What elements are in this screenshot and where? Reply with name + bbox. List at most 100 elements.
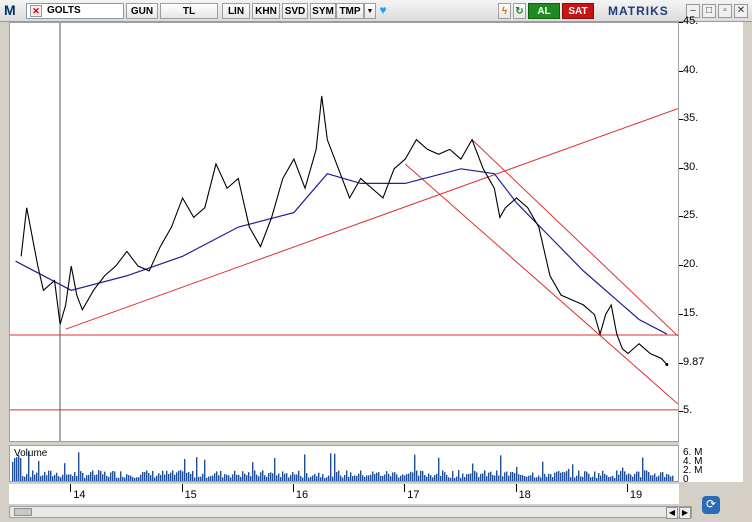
khn-button[interactable]: KHN xyxy=(252,3,280,19)
volume-bar xyxy=(396,474,398,481)
clear-symbol-icon[interactable]: ✕ xyxy=(30,5,42,17)
toolbar: M ✕ GOLTS GUN TL LIN KHN SVD SYM TMP ▼ ♥… xyxy=(0,0,752,22)
buy-button[interactable]: AL xyxy=(528,3,560,19)
daily-button[interactable]: GUN xyxy=(126,3,158,19)
volume-bar xyxy=(74,472,76,481)
volume-bar xyxy=(610,476,612,481)
date-axis: 14 15 16 17 18 19 xyxy=(9,484,679,504)
x-tick-label: 18 xyxy=(518,489,531,501)
volume-bar xyxy=(320,477,322,481)
restore-icon[interactable]: ▫ xyxy=(718,4,732,18)
symbol-text: GOLTS xyxy=(47,5,81,16)
minimize-icon[interactable]: – xyxy=(686,4,700,18)
volume-bar xyxy=(336,471,338,481)
volume-bar xyxy=(206,477,208,481)
volume-label: Volume xyxy=(14,448,48,459)
volume-bar xyxy=(576,475,578,481)
volume-bar xyxy=(662,472,664,481)
volume-bar xyxy=(126,474,128,481)
volume-bar xyxy=(606,475,608,481)
volume-bar xyxy=(498,475,500,481)
sym-button[interactable]: SYM xyxy=(310,3,336,19)
volume-bar xyxy=(22,476,24,481)
volume-bar xyxy=(228,475,230,481)
volume-bar xyxy=(638,471,640,481)
volume-bar xyxy=(648,471,650,481)
volume-bar xyxy=(224,474,226,481)
volume-bar xyxy=(214,473,216,481)
volume-bar xyxy=(64,463,66,481)
price-chart[interactable] xyxy=(9,22,679,442)
volume-bar xyxy=(590,477,592,481)
volume-bar xyxy=(412,472,414,481)
refresh-small-icon[interactable]: ↻ xyxy=(513,3,526,19)
volume-bar xyxy=(232,474,234,481)
price-chart-svg[interactable] xyxy=(10,23,679,441)
volume-svg xyxy=(12,451,674,481)
volume-bar xyxy=(92,470,94,481)
volume-bar xyxy=(48,470,50,481)
volume-bar xyxy=(344,475,346,481)
volume-bar xyxy=(512,472,514,481)
volume-bar xyxy=(600,475,602,481)
reload-icon[interactable]: ⟳ xyxy=(702,496,720,514)
volume-bar xyxy=(248,472,250,481)
volume-bar xyxy=(426,476,428,481)
volume-bar xyxy=(192,470,194,481)
sell-button[interactable]: SAT xyxy=(562,3,594,19)
volume-bar xyxy=(150,475,152,481)
volume-bar xyxy=(474,470,476,481)
volume-bar xyxy=(376,472,378,481)
volume-bar xyxy=(440,476,442,481)
volume-bar xyxy=(128,475,130,481)
volume-bar xyxy=(516,466,518,481)
volume-bar xyxy=(54,474,56,481)
volume-bar xyxy=(500,455,502,481)
volume-bar xyxy=(352,476,354,481)
twitter-icon[interactable]: ♥ xyxy=(379,3,387,17)
volume-bar xyxy=(486,476,488,481)
volume-bar xyxy=(296,474,298,481)
volume-bar xyxy=(246,475,248,481)
volume-bar xyxy=(596,477,598,481)
scroll-right-icon[interactable]: ▶ xyxy=(679,507,691,519)
volume-bar xyxy=(602,470,604,481)
volume-bar xyxy=(84,477,86,481)
volume-bar xyxy=(552,477,554,481)
volume-bar xyxy=(68,474,70,481)
x-tick-label: 17 xyxy=(407,489,420,501)
maximize-icon[interactable]: □ xyxy=(702,4,716,18)
volume-bar xyxy=(384,474,386,481)
y-tick-label: 9.87 xyxy=(683,356,705,369)
volume-bar xyxy=(302,477,304,481)
scrollbar-thumb[interactable] xyxy=(14,508,32,516)
volume-bar xyxy=(374,473,376,481)
volume-bar xyxy=(664,476,666,481)
svd-button[interactable]: SVD xyxy=(282,3,308,19)
linear-button[interactable]: LIN xyxy=(222,3,250,19)
volume-bar xyxy=(594,471,596,481)
volume-bar xyxy=(274,458,276,481)
lightning-icon[interactable]: ϟ xyxy=(498,3,511,19)
tmp-button[interactable]: TMP xyxy=(336,3,364,19)
scroll-left-icon[interactable]: ◀ xyxy=(666,507,678,519)
volume-bar xyxy=(70,474,72,481)
volume-bar xyxy=(194,477,196,481)
volume-bar xyxy=(236,474,238,481)
volume-bar xyxy=(34,474,36,481)
volume-bar xyxy=(354,475,356,481)
volume-bar xyxy=(586,471,588,481)
volume-bar xyxy=(46,475,48,481)
close-icon[interactable]: ✕ xyxy=(734,4,748,18)
volume-bar xyxy=(454,477,456,481)
volume-bar xyxy=(444,472,446,481)
y-tick xyxy=(679,22,683,23)
chart-scrollbar[interactable] xyxy=(9,506,692,518)
volume-bar xyxy=(460,477,462,481)
currency-button[interactable]: TL xyxy=(160,3,218,19)
y-tick xyxy=(679,313,683,315)
volume-bar xyxy=(108,476,110,481)
symbol-input[interactable]: ✕ GOLTS xyxy=(26,3,124,19)
volume-panel: Volume xyxy=(9,445,679,482)
dropdown-arrow-icon[interactable]: ▼ xyxy=(364,3,376,19)
